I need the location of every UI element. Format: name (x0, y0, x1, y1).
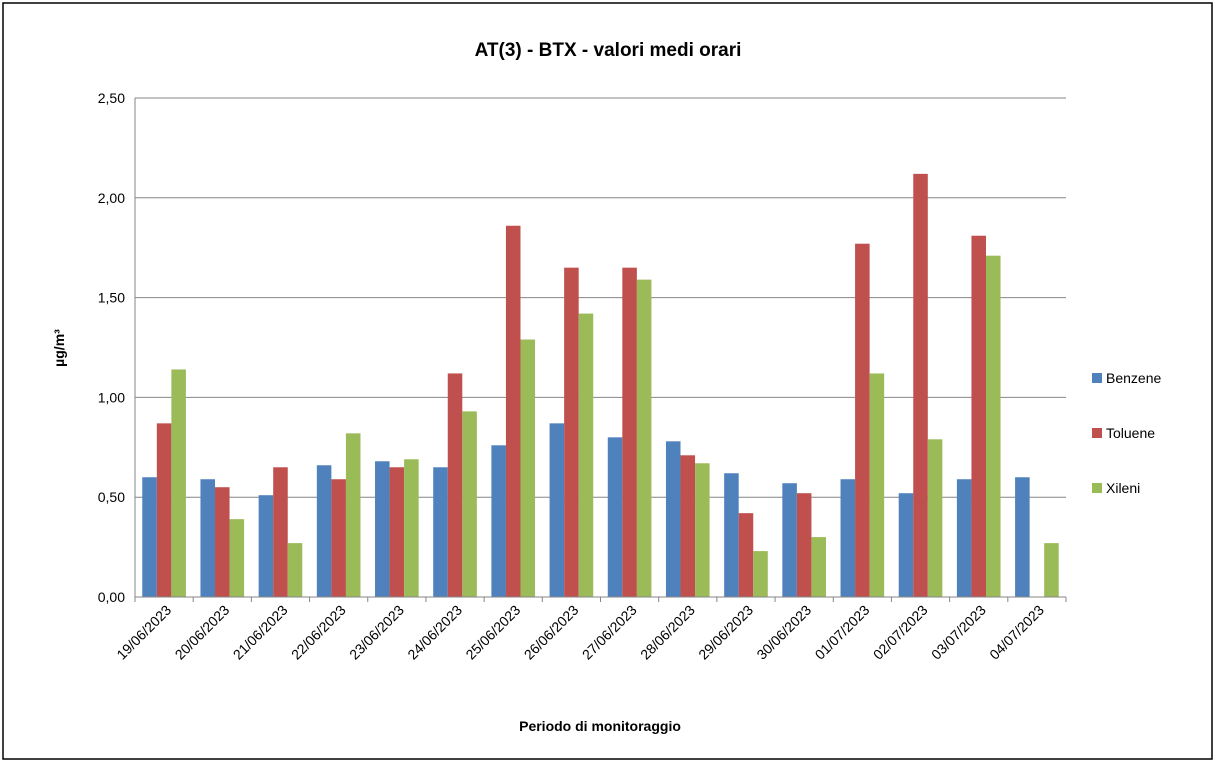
legend-swatch (1092, 483, 1102, 493)
bar (316, 465, 332, 597)
bar (375, 461, 390, 597)
bar (433, 467, 448, 597)
legend-swatch (1092, 428, 1102, 438)
bar (855, 243, 870, 597)
bar (811, 537, 826, 597)
bar (898, 493, 914, 597)
legend-label: Benzene (1106, 370, 1161, 386)
bar (695, 463, 710, 597)
bar (273, 467, 288, 597)
bar (549, 423, 565, 597)
bar (404, 459, 419, 597)
bar (796, 493, 812, 597)
bar (1044, 543, 1059, 597)
bar (840, 479, 856, 597)
y-axis-label: µg/m³ (51, 329, 67, 367)
y-tick-label: 0,00 (98, 589, 125, 605)
y-tick-label: 1,00 (98, 389, 125, 405)
legend-label: Toluene (1106, 425, 1155, 441)
bar (462, 411, 477, 597)
bar (389, 467, 405, 597)
y-tick-label: 0,50 (98, 489, 125, 505)
y-tick-label: 2,50 (98, 90, 125, 106)
bar (520, 339, 536, 597)
bar (985, 255, 1001, 597)
bar (331, 479, 346, 597)
bar (258, 495, 274, 597)
bar (564, 267, 579, 597)
x-axis-label: Periodo di monitoraggio (519, 718, 681, 734)
bar (971, 235, 986, 597)
chart-title: AT(3) - BTX - valori medi orari (475, 40, 742, 61)
bar (578, 313, 594, 597)
bar (229, 519, 245, 597)
bar (505, 225, 521, 597)
bar (927, 439, 943, 597)
legend-swatch (1092, 373, 1102, 383)
bar (156, 423, 172, 597)
bar (491, 445, 506, 597)
bar (622, 267, 637, 597)
bar (200, 479, 216, 597)
bar (607, 437, 623, 597)
y-tick-label: 2,00 (98, 190, 125, 206)
bar (215, 487, 230, 597)
bar (782, 483, 797, 597)
bar (869, 373, 885, 597)
bar (724, 473, 739, 597)
bar (956, 479, 972, 597)
bar (287, 543, 303, 597)
bar (913, 173, 928, 597)
bar (345, 433, 361, 597)
bar (171, 369, 186, 597)
bar (636, 279, 652, 597)
bar (680, 455, 696, 597)
bar (753, 551, 768, 597)
bar (142, 477, 157, 597)
y-tick-label: 1,50 (98, 290, 125, 306)
bar (738, 513, 754, 597)
bar (447, 373, 463, 597)
bar (665, 441, 681, 597)
legend-label: Xileni (1106, 480, 1140, 496)
bar (1015, 477, 1030, 597)
